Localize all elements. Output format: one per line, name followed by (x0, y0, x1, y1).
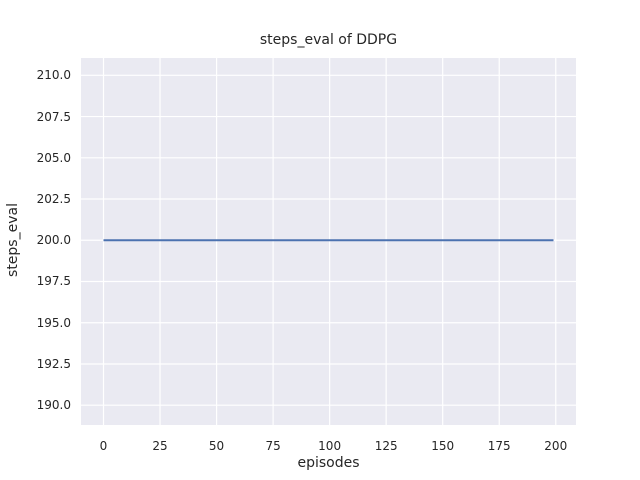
x-tick-label: 175 (487, 439, 511, 453)
y-tick-label: 207.5 (36, 109, 71, 124)
y-tick-label: 197.5 (36, 274, 71, 289)
y-tick-label: 205.0 (36, 150, 71, 165)
x-tick-label: 50 (208, 439, 225, 453)
x-tick-label: 150 (431, 439, 455, 453)
y-tick-label: 192.5 (36, 356, 71, 371)
x-tick-label: 125 (374, 439, 398, 453)
y-tick-label: 210.0 (36, 68, 71, 83)
x-tick-label: 100 (318, 439, 342, 453)
x-tick-label: 0 (99, 439, 108, 453)
plot-area (81, 58, 576, 425)
x-tick-label: 25 (152, 439, 168, 453)
chart-canvas (81, 58, 576, 425)
y-tick-label: 202.5 (36, 192, 71, 207)
chart-title: steps_eval of DDPG (259, 32, 398, 48)
x-axis-label: episodes (297, 455, 360, 471)
x-tick-label: 200 (544, 439, 568, 453)
y-tick-label: 190.0 (36, 398, 71, 413)
y-tick-label: 195.0 (36, 315, 71, 330)
y-tick-label: 200.0 (36, 233, 71, 248)
x-tick-label: 75 (265, 439, 281, 453)
